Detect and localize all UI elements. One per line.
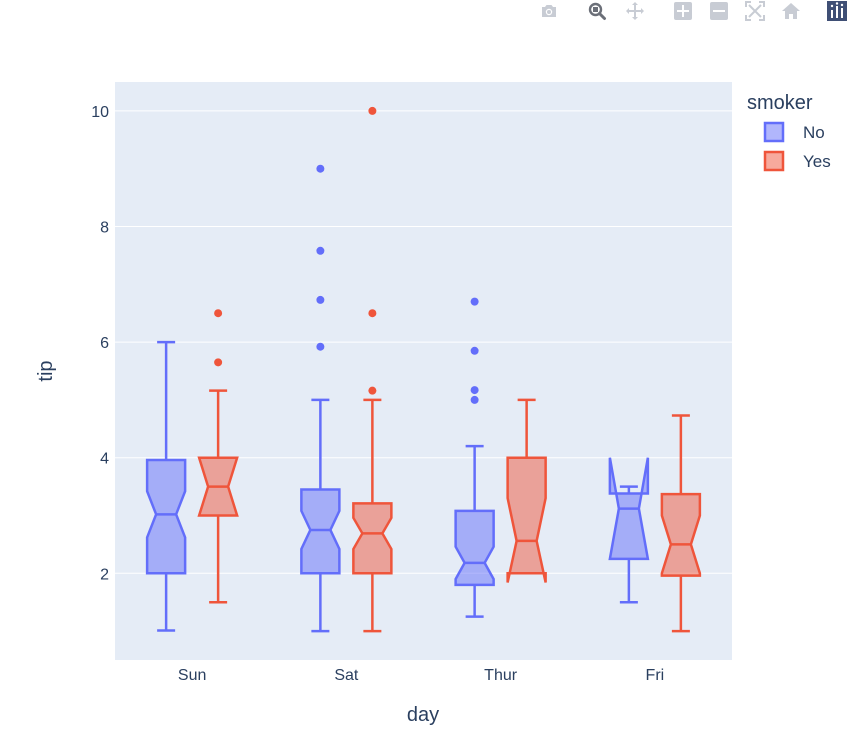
plotly-logo-icon[interactable] [826, 0, 848, 22]
y-tick-labels: 2 4 6 8 10 [91, 104, 109, 583]
box-body [352, 502, 393, 575]
legend-swatch-no [763, 121, 785, 143]
outlier-point [316, 164, 325, 173]
outlier-point [368, 386, 377, 395]
box-no-thur [454, 297, 495, 618]
x-tick-label: Sun [178, 667, 206, 684]
box-body [300, 488, 341, 575]
box-no-fri [608, 457, 650, 604]
x-tick-label: Thur [484, 667, 518, 684]
outlier-point [214, 358, 223, 367]
y-axis-title: tip [35, 360, 57, 381]
outlier-point [470, 297, 479, 306]
outlier-point [368, 106, 377, 115]
pan-icon[interactable] [624, 0, 646, 22]
box-no-sat [300, 164, 341, 633]
outlier-point [470, 386, 479, 395]
x-axis-title: day [407, 704, 439, 726]
x-tick-labels: Sun Sat Thur Fri [178, 667, 664, 684]
legend-label-no: No [803, 123, 825, 142]
y-tick-label: 6 [100, 335, 109, 352]
box-yes-sun [197, 309, 239, 604]
outlier-point [470, 395, 479, 404]
legend-title: smoker [747, 92, 813, 114]
box-body [506, 456, 547, 583]
modebar [530, 0, 860, 26]
zoom-out-icon[interactable] [708, 0, 730, 22]
box-body [660, 492, 702, 577]
x-tick-label: Fri [646, 667, 665, 684]
legend-swatch-yes [763, 150, 785, 172]
legend: smoker No Yes [747, 92, 831, 172]
outlier-point [316, 246, 325, 255]
box-body [145, 458, 187, 575]
outlier-point [316, 342, 325, 351]
outlier-point [368, 309, 377, 318]
outlier-point [470, 346, 479, 355]
x-tick-label: Sat [334, 667, 359, 684]
camera-icon[interactable] [538, 0, 560, 22]
box-body [454, 509, 495, 587]
home-icon[interactable] [780, 0, 802, 22]
box-no-sun [145, 340, 187, 632]
box-yes-thur [506, 398, 547, 583]
boxes [145, 106, 702, 633]
y-tick-label: 8 [100, 220, 109, 237]
y-tick-label: 10 [91, 104, 109, 121]
zoom-icon[interactable] [586, 0, 608, 22]
y-tick-label: 4 [100, 451, 109, 468]
autoscale-icon[interactable] [744, 0, 766, 22]
outlier-point [316, 295, 325, 304]
box-yes-sat [352, 106, 393, 633]
zoom-in-icon[interactable] [672, 0, 694, 22]
y-tick-label: 2 [100, 566, 109, 583]
outlier-point [214, 309, 223, 318]
legend-label-yes: Yes [803, 152, 831, 171]
box-yes-fri [660, 414, 702, 633]
